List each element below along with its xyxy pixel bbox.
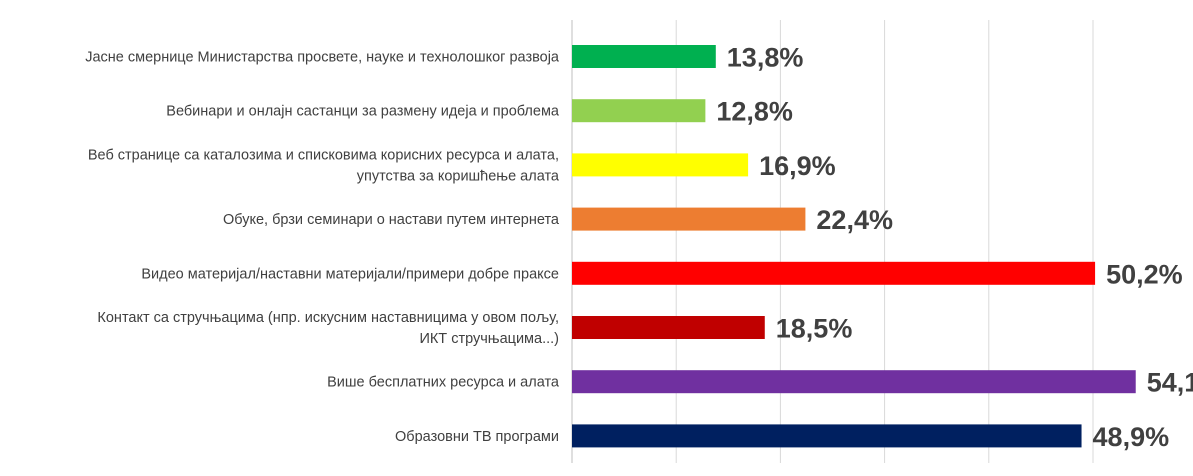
bar xyxy=(572,45,716,68)
bars xyxy=(572,45,1136,448)
bar xyxy=(572,261,1096,285)
category-label: Образовни ТВ програми xyxy=(395,429,559,445)
data-label: 16,9% xyxy=(759,151,836,181)
gridlines xyxy=(571,20,1094,463)
value-labels: 13,8% 12,8% 16,9% 22,4% 50,2% 18,5% 54,1% 48,9% xyxy=(716,43,1193,452)
bar xyxy=(572,153,749,177)
data-label: 13,8% xyxy=(727,43,804,73)
data-label: 12,8% xyxy=(716,97,793,127)
category-label: Контакт са стручњацима (нпр. искусним на… xyxy=(97,310,559,347)
category-label: Вебинари и онлајн састанци за размену ид… xyxy=(166,104,560,120)
category-label: Обуке, брзи семинари о настави путем инт… xyxy=(223,212,560,228)
data-label: 50,2% xyxy=(1106,259,1183,289)
category-labels: Јасне смернице Министарства просвете, на… xyxy=(85,50,560,445)
data-label: 48,9% xyxy=(1093,422,1170,452)
data-label: 18,5% xyxy=(776,314,853,344)
category-label: Видео материјал/наставни материјали/прим… xyxy=(141,266,559,282)
bar xyxy=(572,207,806,231)
category-label: Веб странице са каталозима и списковима … xyxy=(88,147,560,184)
bar xyxy=(572,316,765,339)
bar xyxy=(572,99,706,123)
data-label: 54,1% xyxy=(1147,368,1193,398)
bar xyxy=(572,424,1082,448)
category-label: Више бесплатних ресурса и алата xyxy=(327,375,560,391)
category-label: Јасне смернице Министарства просвете, на… xyxy=(85,50,560,66)
data-label: 22,4% xyxy=(816,205,893,235)
bar xyxy=(572,370,1136,394)
